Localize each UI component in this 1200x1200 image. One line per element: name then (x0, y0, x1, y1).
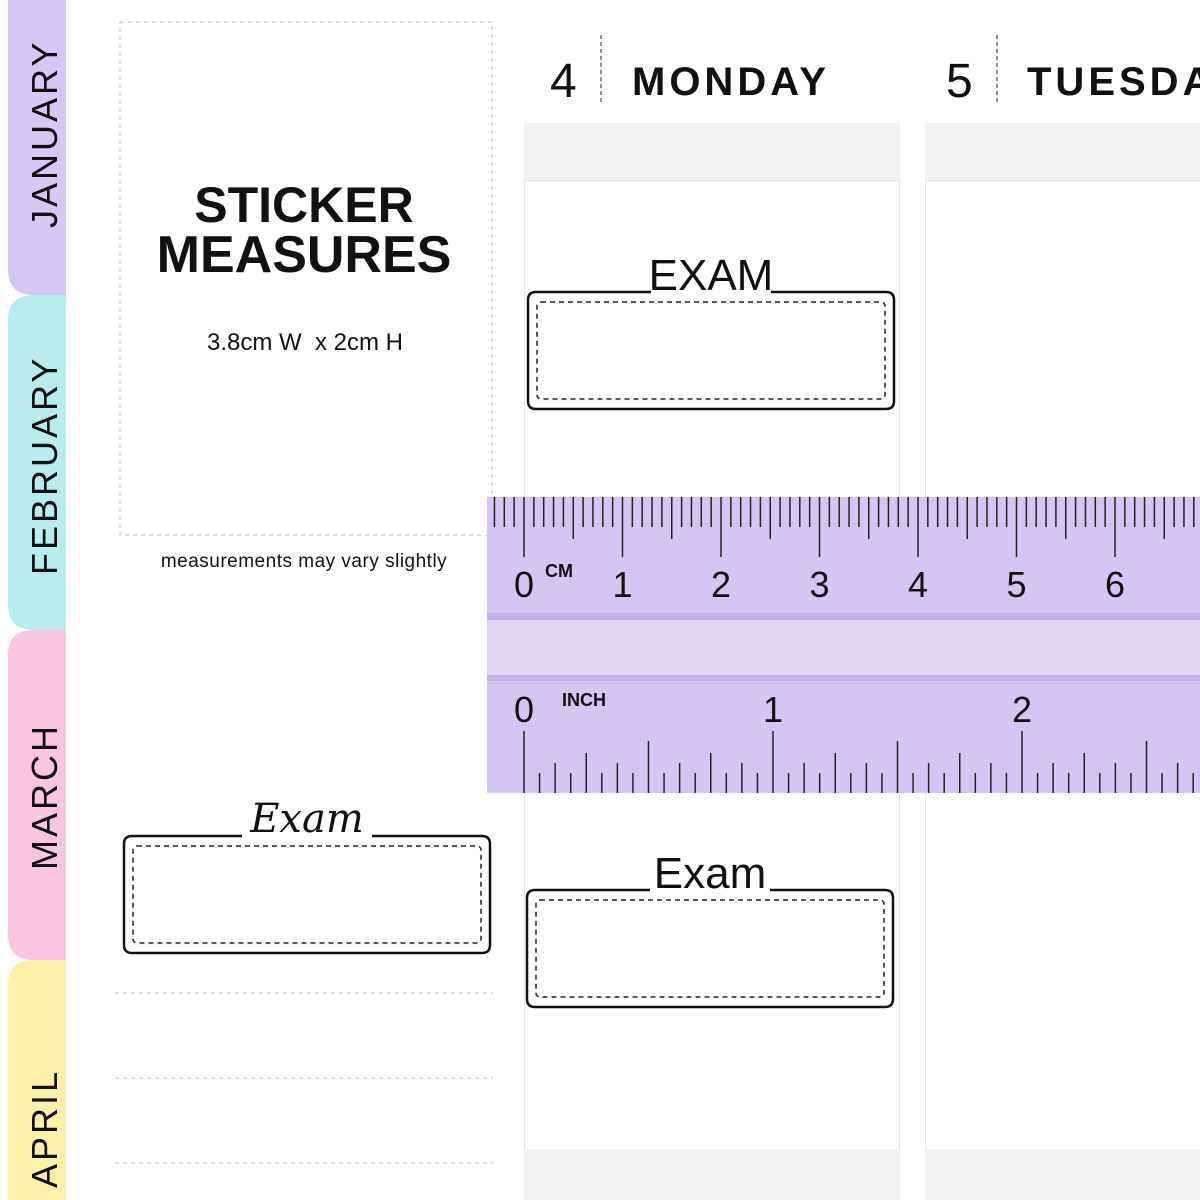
column-head (524, 123, 900, 181)
ruler-band (487, 613, 1200, 620)
info-box (119, 21, 493, 536)
tab-bg (8, 0, 66, 295)
tab-bg (8, 630, 66, 960)
info-size: 3.8cm W x 2cm H (207, 329, 403, 356)
tab-label[interactable]: FEBRUARY (24, 356, 65, 575)
cm-label: 0 (514, 564, 534, 605)
cm-label: 1 (612, 564, 632, 605)
tab-label[interactable]: APRIL (24, 1069, 65, 1188)
sticker-label: EXAM (649, 251, 774, 300)
ruler-band (487, 620, 1200, 675)
sticker-inner (535, 899, 885, 998)
day-name: TUESDAY (1027, 60, 1200, 104)
cm-label: 5 (1006, 564, 1026, 605)
inch-label: 0 (514, 689, 534, 730)
inch-label: 1 (763, 689, 783, 730)
inch-label: 2 (1012, 689, 1032, 730)
ruler-band (487, 675, 1200, 681)
cm-label: 2 (711, 564, 731, 605)
sticker-outline (526, 290, 896, 411)
sticker-label: Exam (249, 796, 364, 842)
cm-unit: CM (545, 561, 573, 581)
info-title: STICKER (194, 177, 413, 233)
sticker-inner (132, 845, 482, 944)
sticker-outline (525, 888, 895, 1009)
day-name: MONDAY (632, 60, 830, 104)
tab-label[interactable]: JANUARY (24, 40, 65, 228)
sticker-inner (536, 301, 886, 400)
tab-label[interactable]: MARCH (24, 723, 65, 870)
sticker-outline (122, 834, 492, 955)
cm-label: 3 (809, 564, 829, 605)
inch-unit: INCH (562, 690, 606, 710)
info-note: measurements may vary slightly (161, 551, 447, 572)
column-foot (925, 1150, 1200, 1200)
day-number: 4 (550, 55, 577, 108)
sticker-label: Exam (654, 849, 766, 898)
column-head (925, 123, 1200, 181)
column-foot (524, 1150, 900, 1200)
cm-label: 6 (1105, 564, 1125, 605)
day-number: 5 (946, 55, 973, 108)
tab-bg (8, 295, 66, 630)
info-title: MEASURES (157, 226, 452, 284)
tab-bg (8, 960, 66, 1200)
cm-label: 4 (908, 564, 928, 605)
